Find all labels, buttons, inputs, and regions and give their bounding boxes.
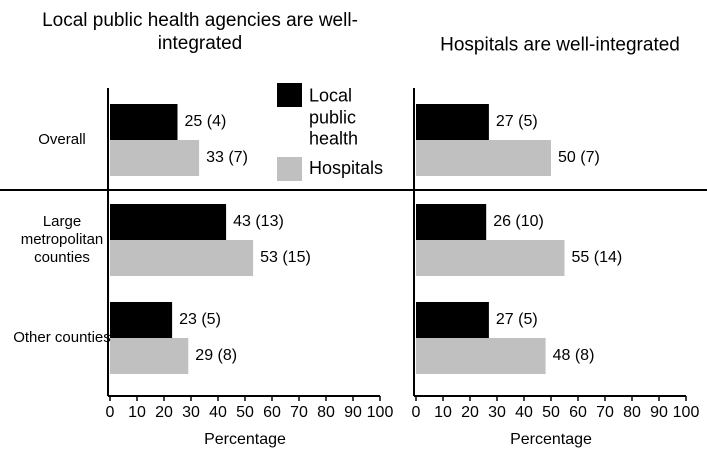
value-label: 27 (5): [496, 113, 538, 130]
x-tick-label: 10: [128, 404, 146, 421]
bar: [110, 240, 254, 276]
x-tick-label: 100: [673, 404, 700, 421]
x-tick-label: 0: [412, 404, 421, 421]
x-tick-label: 100: [367, 404, 394, 421]
value-label: 26 (10): [493, 213, 544, 230]
value-label: 48 (8): [553, 347, 595, 364]
legend-swatch: [277, 157, 302, 181]
x-tick-label: 70: [596, 404, 614, 421]
x-axis-label: Percentage: [204, 431, 286, 448]
value-label: 50 (7): [558, 149, 600, 166]
value-label: 43 (13): [233, 213, 284, 230]
bar: [416, 338, 546, 374]
x-tick-label: 40: [209, 404, 227, 421]
bar: [416, 302, 489, 338]
bar: [416, 104, 489, 140]
x-axis-label: Percentage: [510, 431, 592, 448]
x-tick-label: 20: [461, 404, 479, 421]
bar: [416, 240, 565, 276]
value-label: 53 (15): [260, 249, 311, 266]
category-label: Large metropolitan counties: [20, 213, 104, 266]
legend-label: Hospitals: [309, 158, 384, 179]
value-label: 25 (4): [185, 113, 227, 130]
x-tick-label: 50: [236, 404, 254, 421]
x-tick-label: 90: [344, 404, 362, 421]
chart-title: Hospitals are well-integrated: [440, 34, 680, 56]
legend-swatch: [277, 83, 302, 107]
bar: [110, 204, 227, 240]
bar: [416, 140, 551, 176]
x-tick-label: 10: [434, 404, 452, 421]
category-label: Overall: [38, 131, 86, 148]
bar: [110, 140, 200, 176]
category-label: Other counties: [13, 329, 111, 346]
x-tick-label: 50: [542, 404, 560, 421]
x-tick-label: 60: [263, 404, 281, 421]
x-tick-label: 30: [488, 404, 506, 421]
bar: [110, 338, 189, 374]
value-label: 23 (5): [179, 311, 221, 328]
value-label: 33 (7): [206, 149, 248, 166]
value-label: 29 (8): [195, 347, 237, 364]
chart-title: Local public health agencies are well-in…: [42, 10, 358, 54]
x-tick-label: 80: [317, 404, 335, 421]
x-tick-label: 90: [650, 404, 668, 421]
value-label: 27 (5): [496, 311, 538, 328]
legend-label: Local public health: [309, 85, 359, 149]
x-tick-label: 40: [515, 404, 533, 421]
bar: [110, 302, 173, 338]
bar: [416, 204, 487, 240]
x-tick-label: 70: [290, 404, 308, 421]
bar: [110, 104, 178, 140]
x-tick-label: 0: [106, 404, 115, 421]
x-tick-label: 60: [569, 404, 587, 421]
value-label: 55 (14): [572, 249, 623, 266]
x-tick-label: 30: [182, 404, 200, 421]
x-tick-label: 20: [155, 404, 173, 421]
x-tick-label: 80: [623, 404, 641, 421]
